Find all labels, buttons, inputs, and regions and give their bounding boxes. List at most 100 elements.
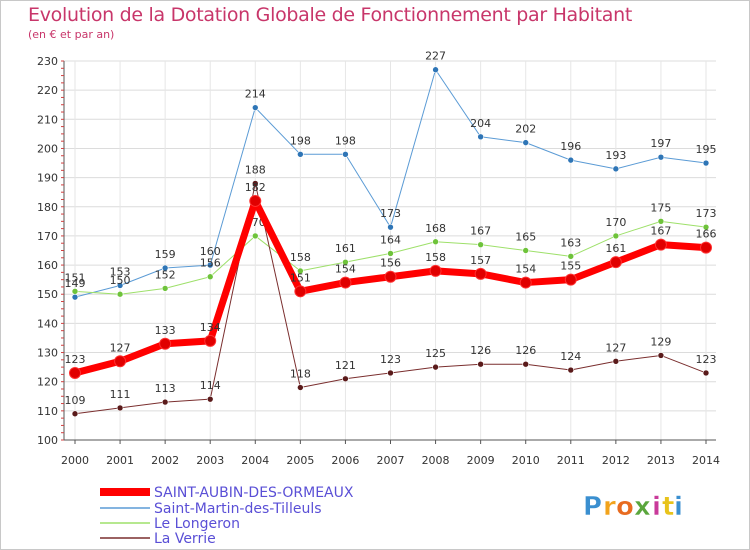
- x-tick-label: 2009: [467, 454, 495, 467]
- data-point: [522, 139, 530, 146]
- data-label: 195: [696, 143, 717, 156]
- data-point: [161, 264, 169, 272]
- y-tick-label: 210: [37, 113, 58, 126]
- data-point: [71, 293, 79, 301]
- data-point: [342, 375, 349, 383]
- data-label: 127: [605, 341, 626, 354]
- data-point: [657, 153, 665, 161]
- data-label: 155: [560, 260, 581, 273]
- data-label: 170: [605, 216, 626, 229]
- data-label: 173: [380, 207, 401, 220]
- data-point: [251, 180, 259, 187]
- data-label: 123: [380, 353, 401, 366]
- x-tick-label: 2000: [61, 454, 89, 467]
- data-point: [251, 232, 259, 240]
- data-label: 152: [155, 268, 176, 281]
- data-label: 157: [470, 254, 491, 267]
- data-label: 158: [425, 251, 446, 264]
- data-point: [477, 360, 484, 368]
- data-point: [206, 395, 214, 403]
- y-tick-label: 100: [37, 434, 58, 447]
- data-point: [387, 223, 394, 231]
- data-label: 124: [560, 350, 581, 363]
- x-tick-label: 2010: [512, 454, 540, 467]
- data-point: [342, 258, 349, 266]
- data-label: 114: [200, 379, 221, 392]
- chart-subtitle: (en € et par an): [28, 28, 115, 41]
- legend-label: La Verrie: [154, 531, 216, 547]
- data-label: 154: [335, 263, 356, 276]
- data-point: [71, 410, 79, 418]
- data-point: [251, 104, 259, 111]
- data-label: 198: [335, 134, 356, 147]
- brand-letter: t: [662, 492, 674, 522]
- data-point: [567, 366, 575, 374]
- data-label: 154: [515, 263, 536, 276]
- data-label: 214: [245, 88, 266, 101]
- x-tick-label: 2014: [692, 454, 720, 467]
- data-label: 111: [110, 388, 131, 401]
- data-label: 202: [515, 123, 536, 136]
- data-point: [206, 261, 214, 269]
- x-tick-label: 2013: [647, 454, 675, 467]
- data-label: 164: [380, 233, 401, 246]
- series-saint-aubin-des-ormeaux: 123 127 133 134 182 151 154 156 158 157 154 155 161 1…: [65, 181, 717, 379]
- data-point: [387, 369, 394, 377]
- data-point: [114, 355, 127, 368]
- data-point: [429, 264, 442, 277]
- data-point: [297, 150, 304, 158]
- data-label: 123: [65, 353, 86, 366]
- data-label: 161: [605, 242, 626, 255]
- data-point: [477, 133, 484, 141]
- data-label: 149: [65, 277, 86, 290]
- y-tick-label: 150: [37, 288, 58, 301]
- data-point: [294, 285, 307, 298]
- brand-letter: P: [583, 492, 602, 522]
- data-label: 204: [470, 117, 491, 130]
- data-point: [474, 267, 487, 280]
- data-label: 182: [245, 181, 266, 194]
- data-point: [297, 384, 304, 391]
- data-point: [522, 360, 530, 368]
- data-point: [206, 273, 214, 281]
- data-label: 125: [425, 347, 446, 360]
- data-point: [432, 238, 439, 246]
- data-point: [612, 232, 620, 240]
- data-label: 165: [515, 231, 536, 244]
- y-tick-label: 170: [37, 230, 58, 243]
- data-point: [204, 334, 217, 347]
- y-tick-label: 120: [37, 376, 58, 389]
- data-label: 134: [200, 321, 221, 334]
- y-tick-label: 130: [37, 347, 58, 360]
- data-point: [161, 398, 169, 406]
- data-point: [702, 369, 710, 377]
- data-label: 160: [200, 245, 221, 258]
- data-label: 123: [696, 353, 717, 366]
- data-point: [612, 357, 620, 365]
- legend-label: Le Longeron: [154, 516, 240, 532]
- data-label: 156: [380, 257, 401, 270]
- data-point: [432, 363, 439, 371]
- data-label: 159: [155, 248, 176, 261]
- y-tick-label: 220: [37, 84, 58, 97]
- data-point: [702, 223, 710, 231]
- data-label: 109: [65, 394, 86, 407]
- data-point: [567, 253, 575, 260]
- data-point: [522, 247, 530, 254]
- x-tick-label: 2002: [151, 454, 179, 467]
- brand-letter: o: [616, 492, 634, 522]
- data-label: 156: [200, 257, 221, 270]
- brand-letter: r: [603, 492, 616, 522]
- brand-letter: x: [634, 492, 651, 522]
- data-label: 127: [110, 341, 131, 354]
- data-point: [387, 250, 394, 257]
- data-point: [702, 159, 710, 167]
- y-tick-label: 190: [37, 172, 58, 185]
- data-label: 153: [110, 265, 131, 278]
- data-label: 167: [470, 225, 491, 238]
- data-label: 168: [425, 222, 446, 235]
- chart-title: Evolution de la Dotation Globale de Fonc…: [28, 4, 633, 26]
